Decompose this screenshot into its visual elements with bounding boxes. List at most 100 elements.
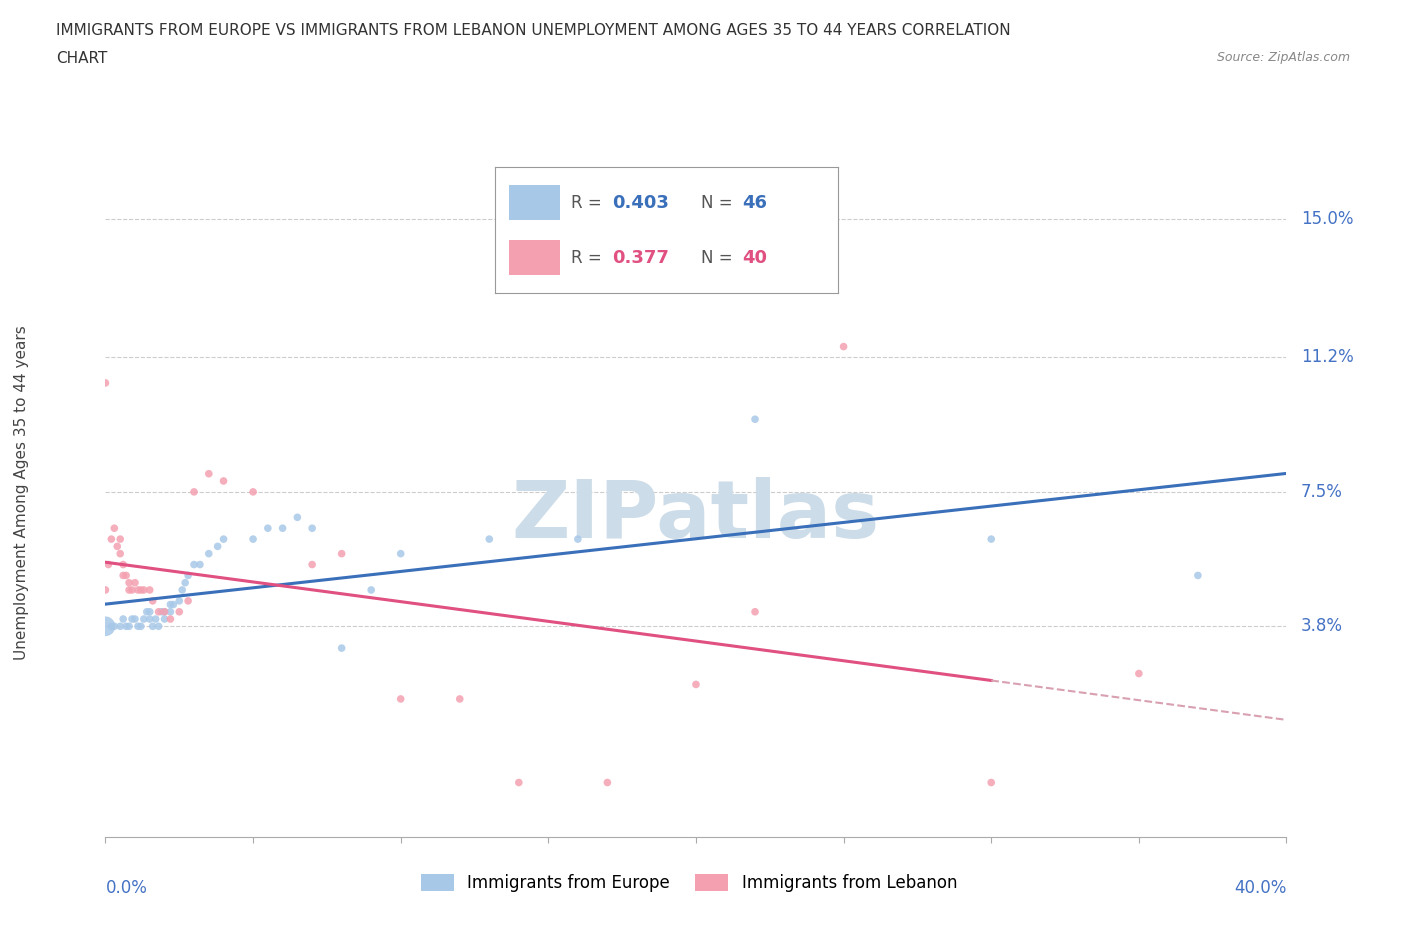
Point [100,618,122,633]
Point [118,618,141,633]
Point [153,612,176,627]
Point [169,604,191,619]
Point [183,557,205,572]
Point [112,557,135,572]
Point [177,568,200,583]
Point [389,546,412,561]
Text: 46: 46 [742,193,766,211]
Point [1187,568,1209,583]
Text: N =: N = [700,249,738,267]
Point [110,618,132,633]
Point [148,604,170,619]
Point [142,618,165,633]
Point [596,775,619,790]
Point [159,604,181,619]
Text: 0.403: 0.403 [612,193,668,211]
Point [980,775,1002,790]
Point [197,546,219,561]
Point [153,604,176,619]
Point [478,532,501,547]
Text: R =: R = [571,193,606,211]
Point [256,521,278,536]
Point [301,557,323,572]
Point [330,641,353,656]
Point [980,532,1002,547]
Point [685,677,707,692]
Point [142,593,165,608]
Point [271,521,294,536]
Text: CHART: CHART [56,51,108,66]
Point [360,582,382,597]
Point [150,604,173,619]
Point [103,521,125,536]
Point [145,612,167,627]
Point [183,485,205,499]
Text: 0.0%: 0.0% [105,879,148,897]
Point [110,532,132,547]
Point [1128,666,1150,681]
Point [127,618,149,633]
Point [97,557,120,572]
Point [115,618,138,633]
Text: Unemployment Among Ages 35 to 44 years: Unemployment Among Ages 35 to 44 years [14,326,28,660]
Text: 3.8%: 3.8% [1301,618,1343,635]
FancyBboxPatch shape [509,185,560,220]
Point [121,612,143,627]
Point [153,604,176,619]
Text: 40.0%: 40.0% [1234,879,1286,897]
Point [110,546,132,561]
Point [118,576,141,591]
Text: 40: 40 [742,249,766,267]
Point [177,593,200,608]
Point [105,538,128,553]
Point [744,604,766,619]
Point [330,546,353,561]
Point [242,532,264,547]
Point [389,692,412,707]
Point [197,466,219,481]
Point [159,612,181,627]
Point [138,612,160,627]
Text: Source: ZipAtlas.com: Source: ZipAtlas.com [1216,51,1350,64]
Point [103,618,125,633]
FancyBboxPatch shape [509,240,560,275]
Point [188,557,211,572]
Point [212,473,235,488]
Text: ZIPatlas: ZIPatlas [512,477,880,555]
Point [287,510,309,525]
Point [112,612,135,627]
Point [129,582,152,597]
Point [172,582,194,597]
Text: IMMIGRANTS FROM EUROPE VS IMMIGRANTS FROM LEBANON UNEMPLOYMENT AMONG AGES 35 TO : IMMIGRANTS FROM EUROPE VS IMMIGRANTS FRO… [56,23,1011,38]
Point [174,576,197,591]
Point [138,582,160,597]
Point [100,532,122,547]
Text: 7.5%: 7.5% [1301,483,1343,501]
Point [567,532,589,547]
Point [508,775,530,790]
Legend: Immigrants from Europe, Immigrants from Lebanon: Immigrants from Europe, Immigrants from … [413,867,965,898]
Point [449,692,471,707]
Point [112,568,135,583]
Point [124,612,146,627]
Point [242,485,264,499]
Point [207,538,229,553]
Point [159,597,181,612]
Point [121,582,143,597]
Text: 15.0%: 15.0% [1301,210,1353,229]
Point [132,612,155,627]
Text: R =: R = [571,249,606,267]
Point [212,532,235,547]
Point [301,521,323,536]
Point [148,618,170,633]
Text: N =: N = [700,193,738,211]
Text: 0.377: 0.377 [612,249,668,267]
Point [94,582,117,597]
Point [118,582,141,597]
Point [832,339,855,354]
Point [169,593,191,608]
Point [138,604,160,619]
Point [94,376,117,391]
Text: 11.2%: 11.2% [1301,349,1354,366]
Point [744,412,766,427]
